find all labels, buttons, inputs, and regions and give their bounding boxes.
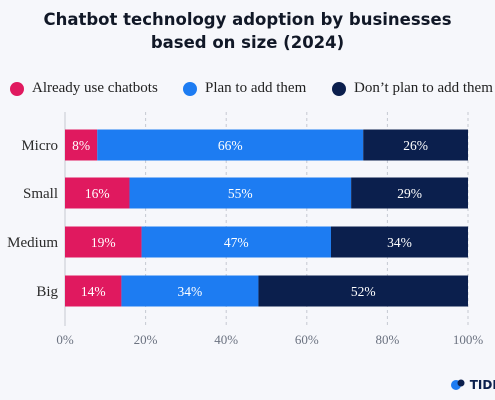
x-tick-label: 60% xyxy=(295,332,319,347)
legend-item-dont: Don’t plan to add them xyxy=(332,80,493,97)
data-label: 16% xyxy=(85,186,110,201)
data-label: 19% xyxy=(91,235,116,250)
data-label: 34% xyxy=(178,284,203,299)
data-label: 34% xyxy=(387,235,412,250)
legend-label-already: Already use chatbots xyxy=(32,80,158,96)
x-tick-label: 20% xyxy=(134,332,158,347)
bar-segment xyxy=(97,129,364,161)
data-label: 8% xyxy=(72,138,90,153)
legend-swatch-already xyxy=(10,81,24,96)
data-label: 66% xyxy=(218,138,243,153)
bar-segment xyxy=(351,177,468,209)
data-label: 26% xyxy=(403,138,428,153)
brand-icon xyxy=(450,379,465,390)
category-label: Small xyxy=(23,186,58,202)
bar-segment xyxy=(65,275,122,307)
bar-segment xyxy=(65,129,98,161)
chart-title-line-2: based on size (2024) xyxy=(150,33,345,52)
brand-name: TIDIO xyxy=(469,378,495,392)
bar-segment xyxy=(65,226,142,258)
x-tick-label: 40% xyxy=(214,332,238,347)
legend-swatch-dont xyxy=(332,81,346,96)
data-label: 55% xyxy=(228,186,253,201)
data-label: 52% xyxy=(351,284,376,299)
chart-title: Chatbot technology adoption by businesse… xyxy=(0,8,495,54)
stacked-bar-chart: 0% 20% 40% 60% 80% 100% Micro 8% 66% 26% Small 16% 5… xyxy=(7,112,484,347)
bar-segment xyxy=(363,129,468,161)
category-label: Micro xyxy=(21,138,58,154)
bar-segment xyxy=(330,226,468,258)
data-label: 29% xyxy=(397,186,422,201)
chart-legend: Already use chatbots Plan to add them Do… xyxy=(10,80,495,102)
chart-title-line-1: Chatbot technology adoption by businesse… xyxy=(43,10,452,29)
legend-label-dont: Don’t plan to add them xyxy=(354,80,493,96)
x-tick-label: 0% xyxy=(56,332,74,347)
data-label: 14% xyxy=(81,284,106,299)
bar-segment xyxy=(129,177,352,209)
category-label: Medium xyxy=(7,235,58,251)
bar-segment xyxy=(121,275,259,307)
bar-segment xyxy=(258,275,468,307)
legend-swatch-plan xyxy=(183,81,197,96)
legend-item-plan: Plan to add them xyxy=(183,80,306,97)
category-label: Big xyxy=(36,284,58,300)
x-tick-label: 80% xyxy=(375,332,399,347)
bar-segment xyxy=(65,177,130,209)
data-label: 47% xyxy=(224,235,249,250)
legend-label-plan: Plan to add them xyxy=(205,80,307,96)
bar-segment xyxy=(141,226,331,258)
x-tick-label: 100% xyxy=(453,332,484,347)
legend-item-already: Already use chatbots xyxy=(10,80,158,97)
brand-logo: TIDIO xyxy=(450,378,495,392)
